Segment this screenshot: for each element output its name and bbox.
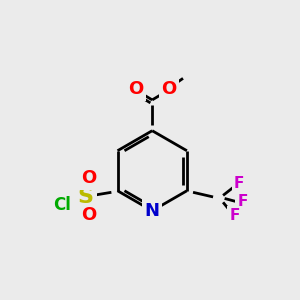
Text: Cl: Cl xyxy=(53,196,71,214)
Text: F: F xyxy=(237,194,247,209)
Text: O: O xyxy=(81,169,96,188)
Text: F: F xyxy=(234,176,244,190)
Text: F: F xyxy=(230,208,240,223)
Text: O: O xyxy=(81,206,96,224)
Text: O: O xyxy=(161,80,177,98)
Text: N: N xyxy=(145,202,160,220)
Text: O: O xyxy=(128,80,143,98)
Text: S: S xyxy=(77,187,93,207)
